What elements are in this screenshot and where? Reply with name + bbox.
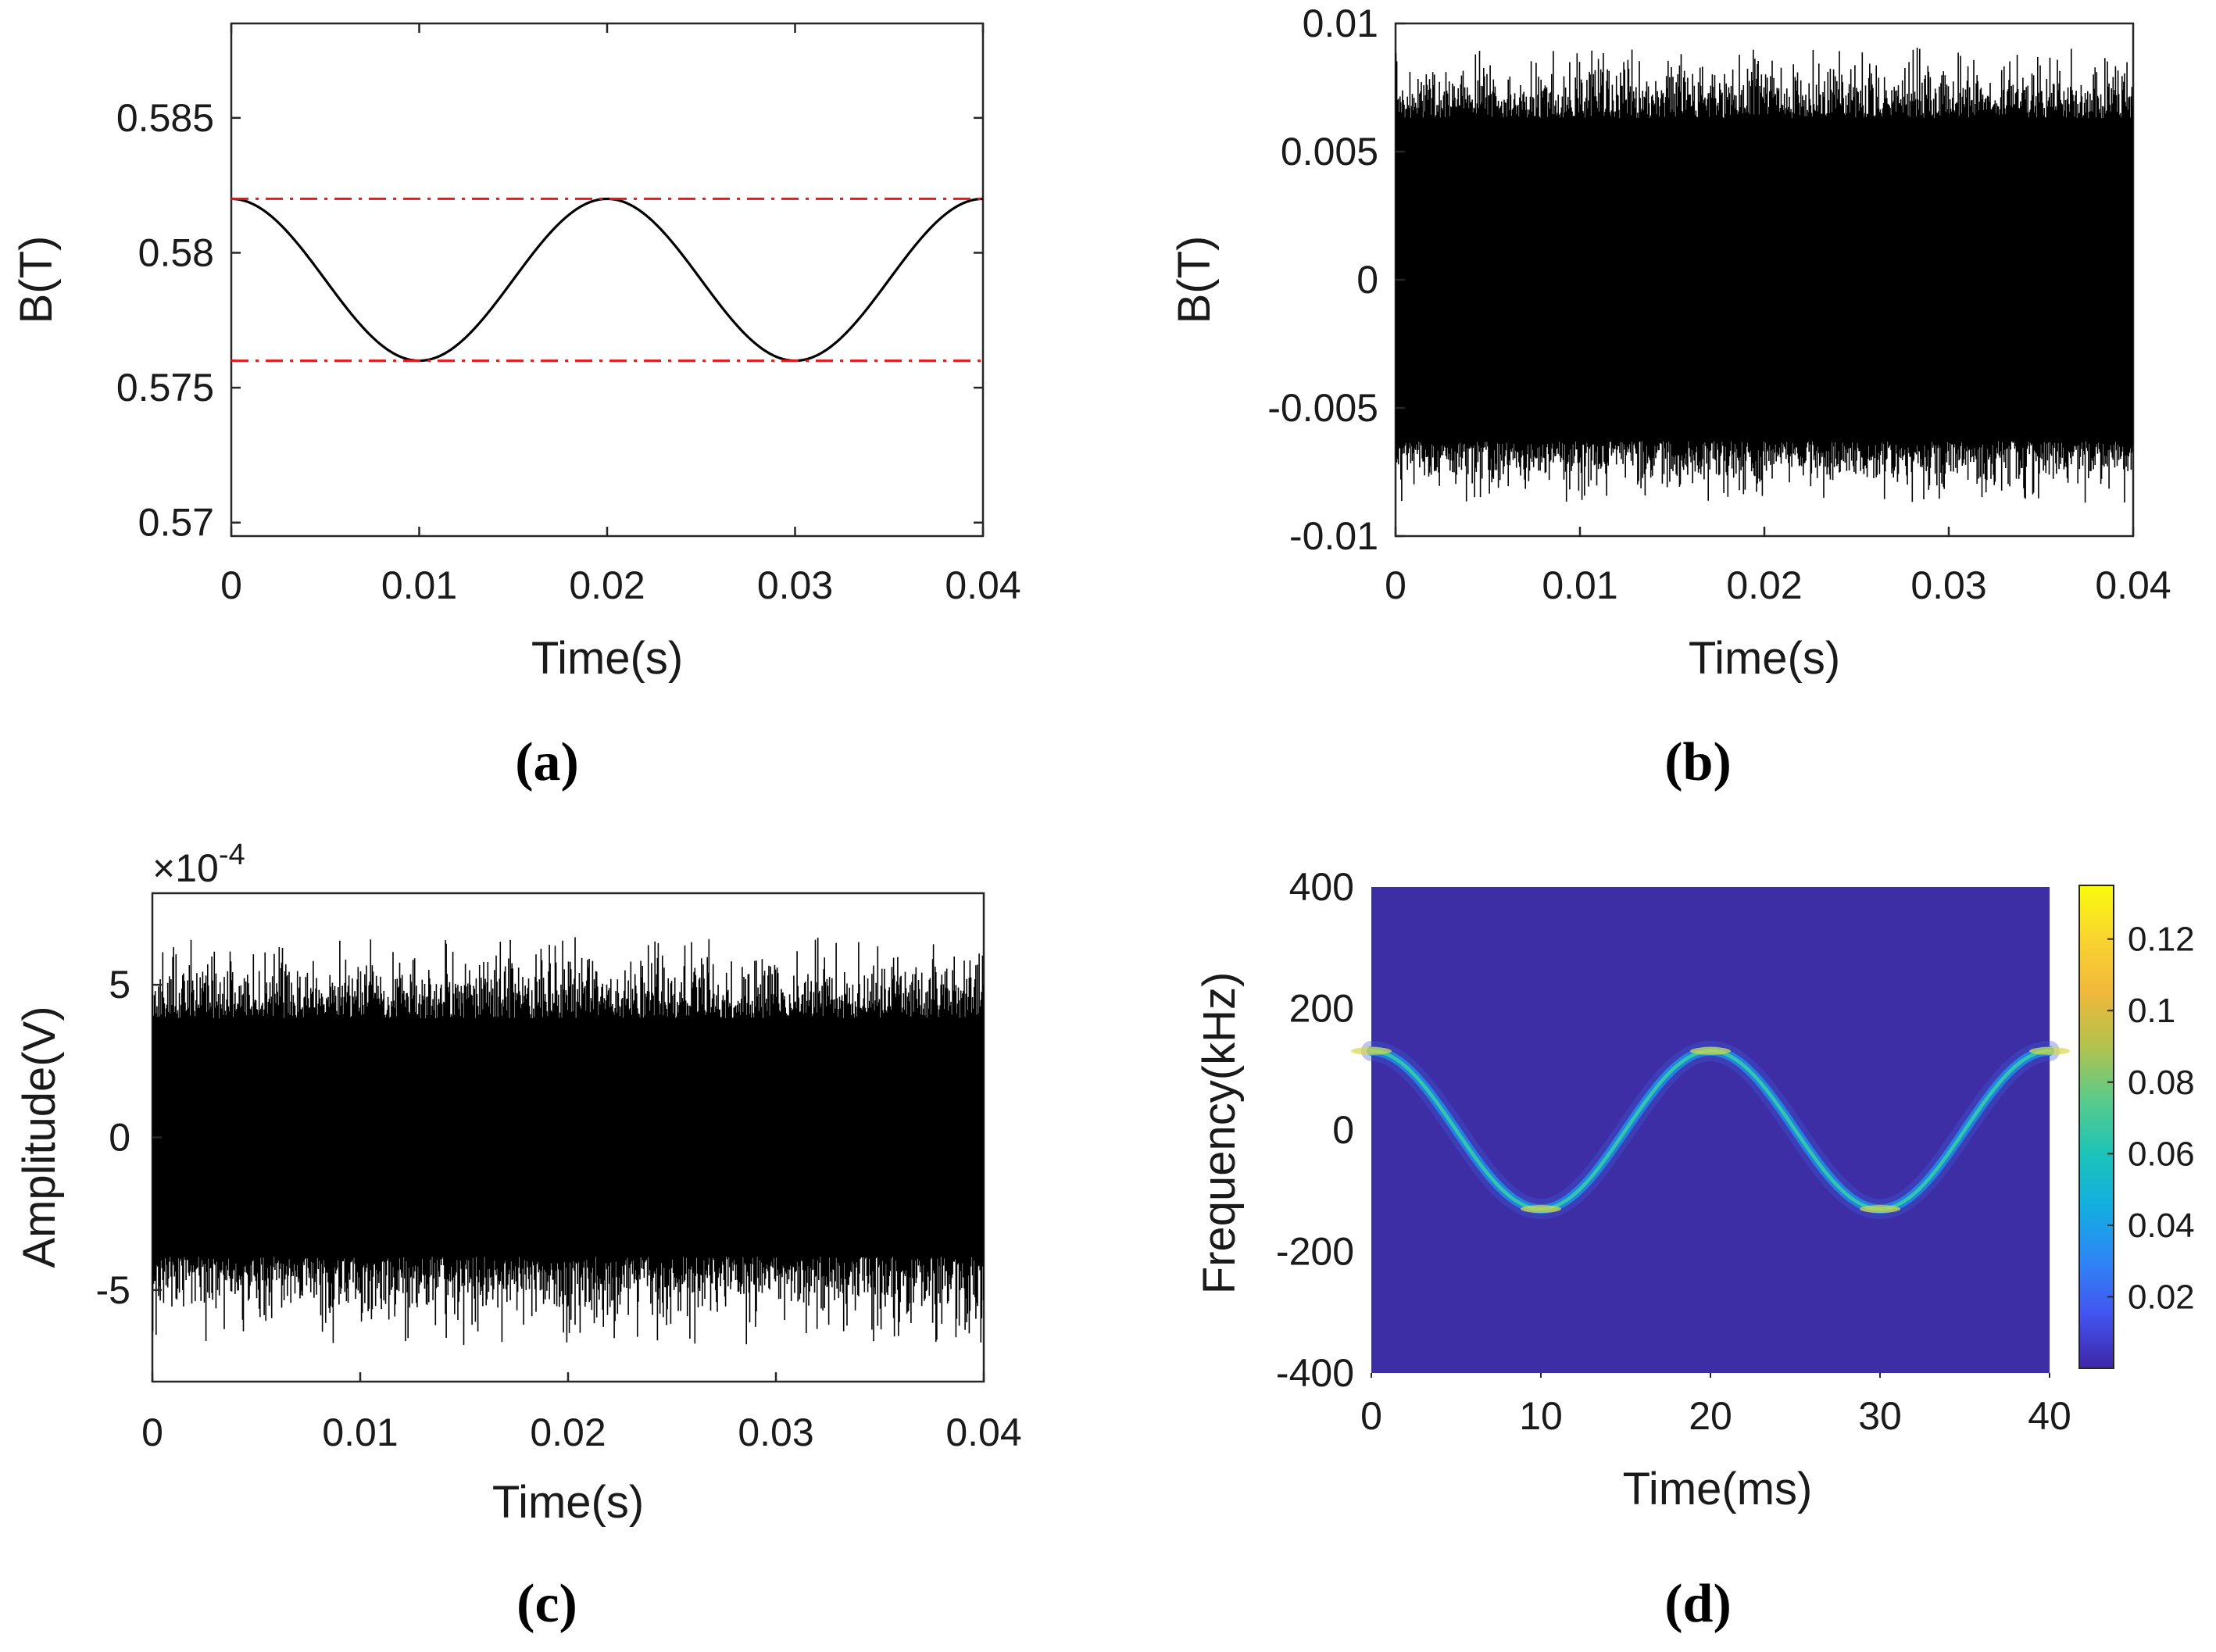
d-ridge-turning-point <box>1690 1046 1731 1055</box>
a-ytick-label: 0.58 <box>138 231 214 274</box>
d-ridge-turning-point <box>1521 1205 1561 1214</box>
a-ytick-label: 0.585 <box>116 96 214 140</box>
c-xtick-label: 0.03 <box>738 1411 813 1454</box>
a-xtick-label: 0.04 <box>945 563 1020 607</box>
colorbar-tick-label: 0.1 <box>2128 992 2175 1030</box>
d-ytick-label: 0 <box>1332 1108 1354 1152</box>
b-xtick-label: 0.03 <box>1910 563 1986 607</box>
c-ylabel: Amplitude(V) <box>14 1006 65 1268</box>
d-ridge-turning-point <box>1351 1046 1392 1055</box>
a-xtick-label: 0.03 <box>757 563 833 607</box>
colorbar-tick-label: 0.08 <box>2128 1064 2195 1102</box>
b-ytick-label: -0.01 <box>1289 514 1378 558</box>
b-ticks: 0 0.01 0.02 0.03 0.04 -0.01 -0.005 0 0.005 0.01 <box>1267 2 2171 607</box>
b-xlabel: Time(s) <box>1689 633 1840 684</box>
c-xtick-label: 0 <box>141 1411 163 1454</box>
colorbar-tick-label: 0.12 <box>2128 921 2195 959</box>
panel-c: 0 0.01 0.02 0.03 0.04 -5 0 5 ×10-4 Time(s) Ampl… <box>14 839 1022 1634</box>
heatmap-background <box>1371 887 2050 1373</box>
c-ticks: 0 0.01 0.02 0.03 0.04 -5 0 5 <box>96 963 1022 1454</box>
c-xtick-label: 0.01 <box>322 1411 398 1454</box>
a-ticks: 0 0.01 0.02 0.03 0.04 0.57 0.575 0.58 0.585 <box>116 23 1021 607</box>
b-caption: (b) <box>1664 732 1732 792</box>
c-series-group <box>152 937 984 1346</box>
c-noise-trace <box>152 937 984 1346</box>
a-caption: (a) <box>515 732 579 792</box>
d-xtick-label: 20 <box>1689 1394 1732 1438</box>
a-ytick-label: 0.57 <box>138 501 214 545</box>
c-exponent-power: -4 <box>219 839 245 871</box>
c-exponent-label: ×10-4 <box>152 839 245 890</box>
b-noise-trace <box>1396 48 2133 503</box>
a-ytick-label: 0.575 <box>116 366 214 409</box>
c-exponent-base: ×10 <box>152 846 219 890</box>
c-xlabel: Time(s) <box>492 1477 644 1528</box>
d-caption: (d) <box>1664 1574 1732 1634</box>
b-xtick-label: 0.02 <box>1726 563 1802 607</box>
panel-b: 0 0.01 0.02 0.03 0.04 -0.01 -0.005 0 0.005 0.01 T… <box>1169 2 2171 792</box>
colorbar <box>2078 885 2114 1369</box>
a-series-line <box>231 197 983 363</box>
b-ytick-label: 0.005 <box>1281 130 1378 173</box>
a-xtick-label: 0.02 <box>569 563 645 607</box>
c-ytick-label: 0 <box>109 1116 130 1160</box>
b-xtick-label: 0.04 <box>2095 563 2171 607</box>
d-xtick-label: 0 <box>1360 1394 1382 1438</box>
b-ytick-label: 0.01 <box>1303 2 1378 45</box>
b-xtick-label: 0.01 <box>1542 563 1617 607</box>
d-ytick-label: 200 <box>1289 987 1354 1031</box>
a-xlabel: Time(s) <box>531 633 683 684</box>
d-ytick-label: 400 <box>1289 865 1354 909</box>
a-series-group <box>231 197 983 363</box>
d-xtick-label: 10 <box>1519 1394 1563 1438</box>
d-xlabel: Time(ms) <box>1623 1464 1813 1514</box>
d-ytick-label: -400 <box>1276 1351 1354 1395</box>
colorbar-ticks: 0.02 0.04 0.06 0.08 0.1 0.12 <box>2107 921 2195 1316</box>
d-ticks: 0 10 20 30 40 -400 -200 0 200 400 <box>1276 865 2071 1438</box>
c-ytick-label: -5 <box>96 1268 130 1312</box>
colorbar-tick-label: 0.06 <box>2128 1135 2195 1173</box>
b-ylabel: B(T) <box>1169 236 1220 324</box>
c-ytick-label: 5 <box>109 963 130 1007</box>
panel-a: 0 0.01 0.02 0.03 0.04 0.57 0.575 0.58 0.585 Time… <box>11 22 1021 792</box>
d-ridge-turning-point <box>2029 1046 2070 1055</box>
d-ytick-label: -200 <box>1276 1230 1354 1274</box>
a-xtick-label: 0.01 <box>381 563 457 607</box>
d-ridge-group <box>1351 1040 2070 1220</box>
colorbar-tick-label: 0.02 <box>2128 1278 2195 1316</box>
b-series-group <box>1396 48 2133 503</box>
c-xtick-label: 0.04 <box>945 1411 1021 1454</box>
b-ytick-label: 0 <box>1356 258 1378 302</box>
c-caption: (c) <box>516 1574 577 1634</box>
d-ylabel: Frequency(kHz) <box>1194 972 1245 1295</box>
a-xtick-label: 0 <box>220 563 242 607</box>
c-xtick-label: 0.02 <box>530 1411 606 1454</box>
a-ylabel: B(T) <box>11 236 62 324</box>
colorbar-tick-label: 0.04 <box>2128 1207 2195 1245</box>
d-xtick-label: 30 <box>1858 1394 1902 1438</box>
b-xtick-label: 0 <box>1385 563 1406 607</box>
d-ridge-turning-point <box>1860 1205 1900 1214</box>
d-xtick-label: 40 <box>2028 1394 2071 1438</box>
b-ytick-label: -0.005 <box>1267 386 1378 430</box>
plot-area-a <box>230 22 985 538</box>
